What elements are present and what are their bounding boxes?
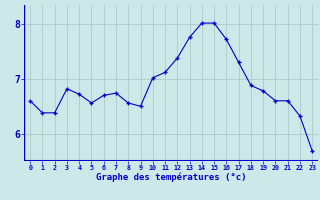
X-axis label: Graphe des températures (°c): Graphe des températures (°c) (96, 173, 246, 182)
